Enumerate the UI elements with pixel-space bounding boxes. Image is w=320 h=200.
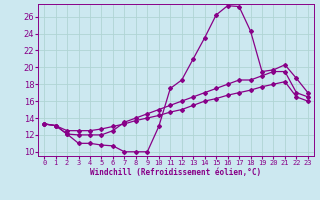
X-axis label: Windchill (Refroidissement éolien,°C): Windchill (Refroidissement éolien,°C) xyxy=(91,168,261,177)
